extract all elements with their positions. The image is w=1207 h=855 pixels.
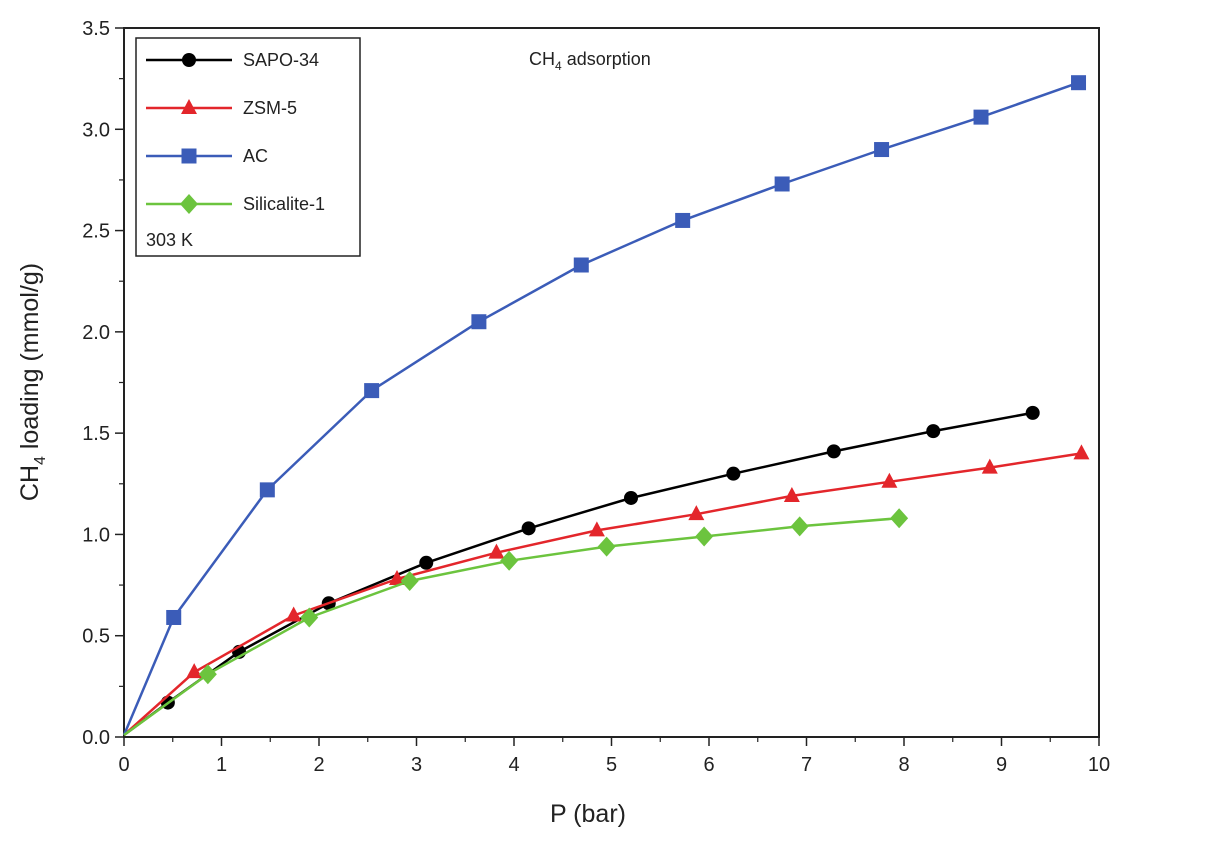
x-tick-label: 0 <box>118 754 129 776</box>
legend-label: Silicalite-1 <box>243 194 325 214</box>
data-point-ac <box>364 383 380 399</box>
legend-label: AC <box>243 146 268 166</box>
data-point-silicalite-1 <box>790 516 809 537</box>
x-tick-label: 10 <box>1088 754 1110 776</box>
legend-marker <box>182 53 196 67</box>
data-point-silicalite-1 <box>500 550 519 571</box>
series-line-silicalite-1 <box>123 516 900 737</box>
data-point-ac <box>573 257 589 273</box>
data-point-sapo-34 <box>1025 405 1040 420</box>
legend-marker <box>180 194 198 214</box>
legend-note: 303 K <box>146 230 193 250</box>
data-point-silicalite-1 <box>400 571 419 592</box>
x-tick-label: 3 <box>411 754 422 776</box>
legend-marker <box>181 99 197 114</box>
legend-items: SAPO-34 ZSM-5 AC Silicalite-1 <box>146 50 325 214</box>
y-tick-label: 0.0 <box>82 727 110 749</box>
x-axis-title: P (bar) <box>550 800 626 828</box>
data-point-zsm-5 <box>783 486 800 502</box>
ticks: 0 1 2 3 4 5 6 7 8 9 10 0.0 0.5 1.0 1.5 2.0 2.5 3.0 3.5 <box>82 18 1110 776</box>
data-point-silicalite-1 <box>597 536 616 557</box>
series-silicalite-1 <box>123 508 909 737</box>
legend-item-sapo-34: SAPO-34 <box>146 50 319 70</box>
data-point-zsm-5 <box>186 663 203 679</box>
series-zsm-5 <box>123 444 1090 736</box>
data-point-sapo-34 <box>624 490 638 505</box>
y-tick-label: 2.5 <box>82 221 110 243</box>
data-point-sapo-34 <box>826 444 841 459</box>
data-point-sapo-34 <box>726 466 741 481</box>
y-axis-title: CH4 loading (mmol/g) <box>16 263 49 501</box>
y-tick-label: 2.0 <box>82 322 110 344</box>
legend-item-silicalite-1: Silicalite-1 <box>146 194 325 214</box>
data-point-ac <box>774 176 790 192</box>
data-point-zsm-5 <box>285 606 302 622</box>
x-tick-label: 4 <box>508 754 519 776</box>
legend: SAPO-34 ZSM-5 AC Silicalite-1 303 K <box>135 37 361 257</box>
legend-label: ZSM-5 <box>243 98 297 118</box>
y-tick-label: 1.5 <box>82 423 110 445</box>
data-point-sapo-34 <box>926 424 941 439</box>
data-point-zsm-5 <box>688 505 705 521</box>
y-tick-label: 3.5 <box>82 18 110 40</box>
data-point-ac <box>166 609 182 625</box>
x-tick-label: 9 <box>996 754 1007 776</box>
data-point-silicalite-1 <box>695 526 714 547</box>
data-point-silicalite-1 <box>198 664 217 685</box>
data-point-zsm-5 <box>881 472 898 488</box>
data-point-silicalite-1 <box>300 607 319 628</box>
series-layer <box>122 75 1090 737</box>
series-line-sapo-34 <box>123 411 1033 737</box>
data-point-zsm-5 <box>981 458 998 474</box>
data-point-ac <box>675 212 691 228</box>
series-sapo-34 <box>123 405 1040 737</box>
data-point-silicalite-1 <box>890 508 909 529</box>
x-tick-label: 7 <box>801 754 812 776</box>
y-tick-label: 1.0 <box>82 524 110 546</box>
data-point-ac <box>259 482 275 498</box>
x-tick-label: 2 <box>313 754 324 776</box>
series-ac <box>122 75 1087 736</box>
data-point-ac <box>874 142 890 158</box>
data-point-zsm-5 <box>488 543 505 559</box>
data-point-ac <box>471 314 487 330</box>
data-point-ac <box>1071 75 1087 91</box>
data-point-sapo-34 <box>419 555 434 570</box>
data-point-sapo-34 <box>521 521 536 536</box>
y-tick-label: 3.0 <box>82 119 110 141</box>
x-tick-label: 1 <box>216 754 227 776</box>
x-tick-label: 5 <box>606 754 617 776</box>
data-point-zsm-5 <box>588 521 605 537</box>
chart-annotation: CH4 adsorption <box>529 49 651 73</box>
legend-box <box>135 37 361 257</box>
x-tick-label: 8 <box>898 754 909 776</box>
legend-item-ac: AC <box>146 146 268 166</box>
legend-label: SAPO-34 <box>243 50 319 70</box>
y-tick-label: 0.5 <box>82 626 110 648</box>
data-point-ac <box>973 109 989 125</box>
legend-item-zsm-5: ZSM-5 <box>146 98 297 118</box>
x-tick-label: 6 <box>703 754 714 776</box>
legend-marker <box>181 148 197 164</box>
data-point-zsm-5 <box>1073 444 1090 460</box>
